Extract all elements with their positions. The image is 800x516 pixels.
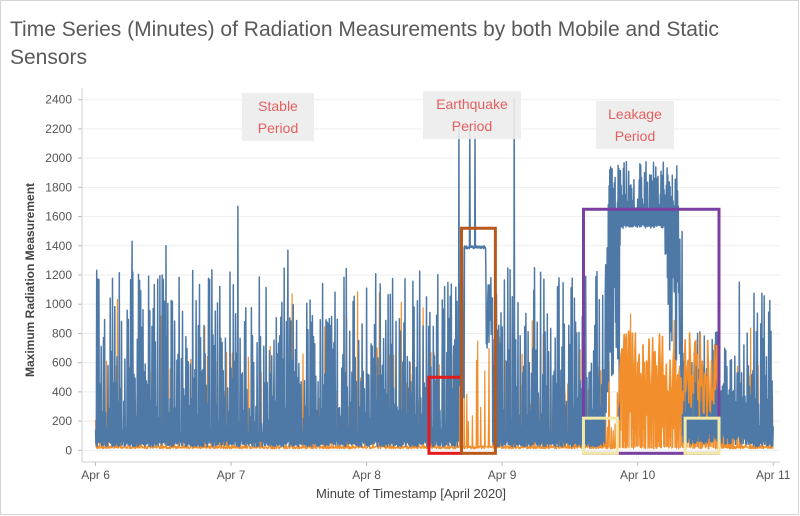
y-tick-label: 1600 [45,210,72,224]
x-axis-title: Minute of Timestamp [April 2020] [316,486,506,501]
region-box-4 [581,416,619,455]
y-tick-label: 600 [52,356,72,370]
annotation-earthquake-line2: Period [451,118,493,134]
y-tick-label: 1400 [45,239,72,253]
x-tick-label: Apr 11 [756,468,791,482]
y-axis-title: Maximum Radiation Measurement [23,183,37,377]
annotation-leakage-line1: Leakage [608,106,662,122]
x-tick-label: Apr 8 [352,468,381,482]
y-tick-label: 800 [52,326,72,340]
y-tick-label: 1000 [45,297,72,311]
region-box-5 [683,416,721,455]
x-tick-label: Apr 9 [488,468,517,482]
series-static-sensors-overlay [617,330,720,421]
y-tick-label: 1800 [45,180,72,194]
annotation-earthquake-period: Earthquake Period [423,91,521,139]
y-tick-label: 1200 [45,268,72,282]
chart-title: Time Series (Minutes) of Radiation Measu… [10,18,719,69]
region-box-3 [581,207,721,455]
series-mobile-sensors-line [94,97,774,448]
y-tick-label: 0 [65,443,72,457]
x-tick-label: Apr 10 [620,468,656,482]
annotation-stable-line1: Stable [258,98,298,114]
y-tick-label: 400 [52,385,72,399]
annotation-leakage-line2: Period [614,128,656,144]
annotation-stable-period: Stable Period [242,93,314,141]
region-box-2 [459,226,497,455]
x-tick-label: Apr 6 [81,468,110,482]
y-tick-label: 2000 [45,151,72,165]
y-tick-label: 200 [52,414,72,428]
y-tick-label: 2200 [45,122,72,136]
x-tick-label: Apr 7 [217,468,246,482]
annotation-stable-line2: Period [257,120,299,136]
annotation-earthquake-line1: Earthquake [436,96,508,112]
y-tick-label: 2400 [45,93,72,107]
annotation-leakage-period: Leakage Period [596,101,674,149]
